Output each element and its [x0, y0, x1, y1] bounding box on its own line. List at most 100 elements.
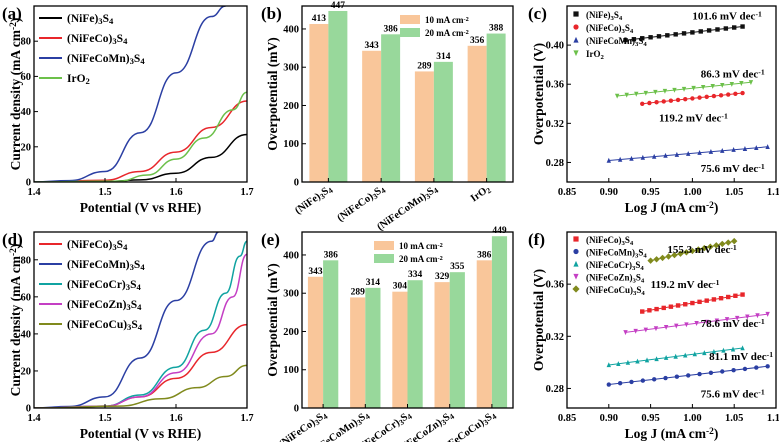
data-point: [573, 236, 579, 242]
legend-label-part: 3: [127, 322, 132, 332]
x-category-label-part: (NiFeCo): [277, 417, 318, 442]
plot-frame: [33, 231, 248, 409]
y-tick-label: 300: [283, 63, 299, 74]
legend-label-part: (NiFe): [67, 13, 98, 25]
legend-label: (NiFeCoMn)3S4: [586, 36, 647, 48]
bar-value-label: 334: [408, 270, 423, 280]
legend-label-part: 20 mA cm: [399, 254, 438, 264]
x-axis-title-part: ): [714, 426, 719, 441]
y-axis-title: Overpotential (mV): [265, 263, 280, 377]
x-tick-label: 0.90: [600, 413, 618, 424]
bar: [449, 272, 465, 408]
data-point: [740, 292, 745, 297]
data-point: [573, 50, 579, 57]
slope-label-part: 75.6 mV dec: [701, 389, 759, 401]
x-tick-label: 1.4: [27, 187, 41, 198]
legend-label-part: S: [131, 299, 137, 311]
slope-label: 78.6 mV dec-1: [701, 317, 765, 330]
x-category-label-part: 3: [371, 191, 379, 201]
fit-line: [642, 294, 743, 313]
x-tick-label: 1.10: [767, 187, 779, 198]
x-category-label-part: S: [320, 186, 331, 198]
bar: [350, 297, 366, 408]
slope-label: 101.6 mV dec-1: [692, 10, 762, 23]
legend-label-part: S: [130, 279, 136, 291]
bar-value-label: 343: [308, 267, 323, 277]
legend-label-part: 3: [126, 282, 131, 292]
x-tick-label: 0.95: [641, 413, 659, 424]
legend-label: (NiFeCoCr)3S4: [586, 260, 644, 272]
x-category-label-part: 4: [490, 412, 498, 422]
data-point: [573, 36, 579, 43]
legend-label-part: 3: [632, 265, 636, 272]
bar-value-label: 388: [489, 24, 504, 34]
legend-label-part: S: [614, 10, 619, 20]
x-axis-title-part: -2: [706, 427, 714, 437]
legend-label-part: 4: [640, 265, 644, 272]
bar: [486, 33, 506, 183]
legend-label: (NiFeCoCr)3S4: [67, 279, 141, 292]
series-line-IrO: [34, 91, 247, 182]
y-tick-label: 0.36: [546, 280, 564, 291]
x-category-label-part: 4: [432, 186, 440, 196]
legend-label-part: 3: [112, 36, 117, 46]
bar: [307, 276, 324, 408]
legend-label-part: 10 mA cm: [425, 15, 464, 25]
series-line-NiFeCoS: [34, 100, 247, 182]
fit-line: [642, 92, 743, 105]
y-axis-title: Overpotential (mV): [265, 37, 280, 151]
fit-line: [625, 313, 768, 333]
x-tick-label: 1.4: [27, 413, 41, 424]
legend-label-part: 2: [86, 76, 90, 86]
bar-value-label: 289: [351, 287, 366, 297]
slope-label-part: 78.6 mV dec: [701, 318, 759, 330]
y-axis-title: Overpotential (V): [531, 269, 546, 371]
bar: [323, 260, 339, 408]
bar: [328, 10, 348, 183]
legend-label-part: 3: [622, 28, 626, 35]
y-tick-label: 0: [26, 178, 31, 189]
slope-label: 75.6 mV dec-1: [701, 387, 765, 400]
fit-line: [608, 146, 768, 161]
data-point: [765, 144, 770, 149]
legend-label-part: 4: [109, 16, 114, 26]
x-category-label-part: 2: [485, 186, 493, 196]
legend-label-part: 3: [126, 302, 131, 312]
legend-label-part: 3: [622, 240, 626, 247]
x-tick-label: 1.5: [98, 187, 111, 198]
legend-label-part: S: [636, 285, 641, 295]
y-tick-label: 300: [283, 289, 299, 300]
panel-0: 1.4 1.5 1.6 1.7 0 20 40 60 80 Potential (V vs RHE…: [2, 4, 254, 215]
x-axis-title: Log J (mA cm-2): [625, 426, 719, 441]
legend-label-part: -2: [464, 16, 469, 23]
legend-label-part: (NiFeCoCu): [586, 285, 633, 295]
bar: [434, 282, 450, 408]
y-tick-label: 60: [21, 72, 32, 83]
y-tick-label: 0: [294, 178, 299, 189]
legend-label: (NiFe)3S4: [67, 13, 114, 26]
y-tick-label: 0: [294, 404, 299, 415]
legend-label-part: 10 mA cm: [399, 241, 438, 251]
y-axis-title: Overpotential (V): [531, 43, 546, 145]
legend-label-part: (NiFeCoZn): [67, 299, 127, 311]
fit-line: [617, 81, 751, 97]
x-category-label-part: S: [373, 186, 384, 198]
legend-label-part: IrO: [586, 49, 601, 59]
data-point: [614, 93, 620, 99]
panel-label: (c): [528, 4, 547, 23]
fit-line: [625, 26, 743, 41]
x-category-label-part: 3: [440, 417, 448, 427]
y-tick-label: 60: [21, 292, 32, 303]
x-category-label-part: S: [399, 412, 410, 424]
x-category-label-part: S: [441, 412, 452, 424]
legend-label-part: 4: [123, 36, 128, 46]
x-category-label-part: 4: [326, 186, 334, 196]
legend-label-part: 4: [136, 282, 141, 292]
legend-label-part: S: [625, 23, 630, 33]
y-axis-title-part: ): [8, 244, 23, 249]
x-category-label: IrO2: [469, 183, 493, 205]
y-tick-label: 200: [283, 101, 299, 112]
x-axis-title: Potential (V vs RHE): [80, 200, 202, 215]
plot-frame: [301, 231, 514, 409]
series-line-NiFeCoCuS: [34, 364, 247, 408]
